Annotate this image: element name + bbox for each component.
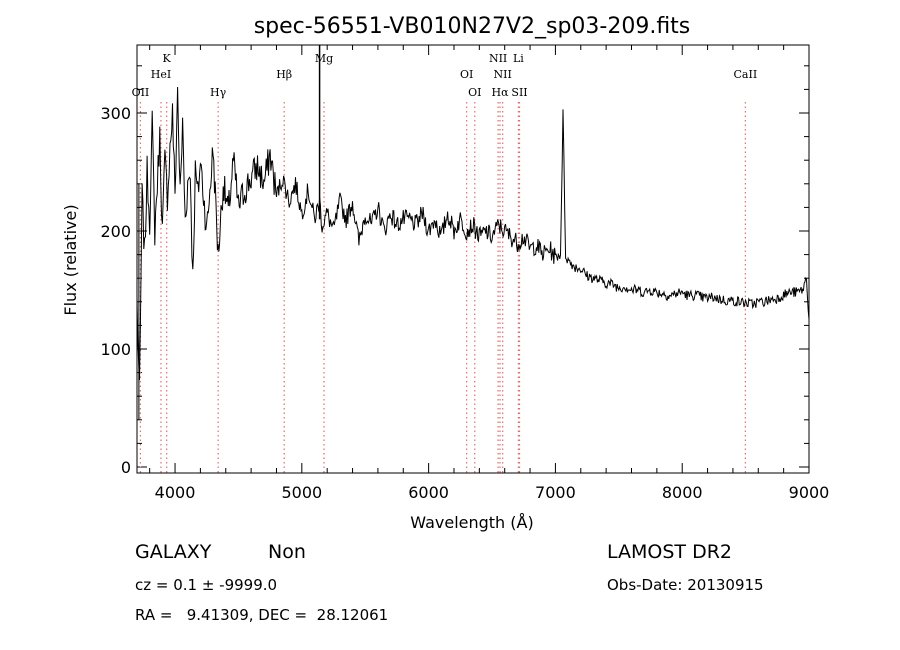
survey-name: LAMOST DR2 xyxy=(607,541,732,563)
spectral-line-label: CaII xyxy=(734,68,758,81)
x-tick-label: 5000 xyxy=(281,483,322,502)
redshift-text: cz = 0.1 ± -9999.0 xyxy=(135,576,277,594)
spectral-line-markers: OII K HeI Hγ Hβ Mg OI OI NII NII Hα Li SII CaII xyxy=(132,52,758,473)
spectrum-line xyxy=(136,86,810,381)
obs-date: Obs-Date: 20130915 xyxy=(607,576,764,594)
object-class: GALAXY xyxy=(135,541,212,563)
x-tick-label: 9000 xyxy=(789,483,830,502)
spectral-line-label: Li xyxy=(513,52,524,65)
y-tick-label: 0 xyxy=(121,458,131,477)
x-tick-label: 6000 xyxy=(408,483,449,502)
spectral-line-label: Hγ xyxy=(210,86,227,99)
plot-frame xyxy=(136,44,810,474)
spectrum-series xyxy=(136,45,810,420)
y-tick-label: 100 xyxy=(100,340,131,359)
spectral-line-label: OI xyxy=(460,68,473,81)
spectral-line-label: NII xyxy=(494,68,512,81)
y-ticks: 0 100 200 300 xyxy=(100,65,809,477)
spectral-line-label: NII xyxy=(489,52,507,65)
spectral-line-label: Hα xyxy=(491,86,509,99)
object-subclass: Non xyxy=(268,541,306,563)
x-axis-label: Wavelength (Å) xyxy=(410,513,533,532)
spectral-line-label: Hβ xyxy=(276,68,292,81)
x-ticks: 4000 5000 6000 7000 8000 9000 xyxy=(149,45,830,502)
spectral-line-label: SII xyxy=(511,86,527,99)
spectral-line-label: HeI xyxy=(151,68,171,81)
x-tick-label: 8000 xyxy=(662,483,703,502)
chart-title: spec-56551-VB010N27V2_sp03-209.fits xyxy=(254,14,691,39)
x-tick-label: 7000 xyxy=(535,483,576,502)
y-tick-label: 300 xyxy=(100,104,131,123)
y-tick-label: 200 xyxy=(100,222,131,241)
spectral-line-label: OII xyxy=(132,86,150,99)
y-axis-label: Flux (relative) xyxy=(61,204,80,315)
spectral-line-label: OI xyxy=(468,86,481,99)
spectral-line-label: K xyxy=(163,52,172,65)
coordinates-text: RA = 9.41309, DEC = 28.12061 xyxy=(135,606,388,624)
spectral-line-label: Mg xyxy=(315,52,333,65)
x-tick-label: 4000 xyxy=(155,483,196,502)
